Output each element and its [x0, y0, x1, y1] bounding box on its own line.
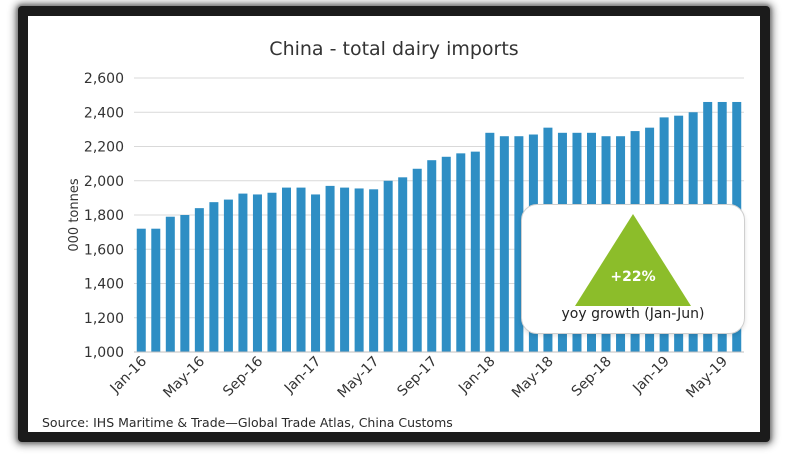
y-tick-label: 1,200 [84, 311, 124, 327]
bar [281, 187, 292, 352]
bar [296, 187, 306, 352]
chart-title: China - total dairy imports [269, 38, 519, 60]
bar [223, 199, 233, 352]
bar [470, 151, 480, 352]
y-tick-label: 1,800 [84, 208, 124, 224]
x-tick-label: Jan-17 [281, 354, 324, 397]
bar [194, 208, 204, 352]
bar [165, 216, 175, 352]
bar [136, 228, 146, 352]
y-axis-label: 000 tonnes [67, 178, 82, 251]
bar [209, 202, 219, 352]
x-tick-label: May-19 [683, 354, 731, 402]
bar [311, 194, 321, 352]
bar [267, 192, 277, 352]
growth-value: +22% [610, 269, 656, 285]
bar [252, 194, 262, 352]
x-tick-label: May-16 [160, 353, 208, 401]
y-tick-label: 1,600 [84, 242, 124, 258]
bar [412, 168, 422, 352]
y-tick-label: 1,400 [84, 277, 124, 293]
bar [441, 156, 451, 352]
growth-triangle-icon [575, 214, 691, 306]
bar [238, 193, 248, 352]
x-tick-label: Jan-18 [455, 354, 498, 397]
bar [427, 160, 437, 352]
bar [398, 177, 408, 352]
y-tick-label: 2,600 [84, 71, 124, 87]
source-note: Source: IHS Maritime & Trade—Global Trad… [42, 415, 453, 430]
bar [354, 188, 364, 352]
growth-annotation-box: +22% yoy growth (Jan-Jun) [521, 204, 745, 334]
bar [180, 215, 190, 352]
bar [456, 153, 466, 352]
x-tick-label: May-17 [335, 354, 383, 402]
y-tick-label: 2,400 [84, 105, 124, 121]
bar [340, 187, 350, 352]
chart-panel: China - total dairy imports 1,000 1,200 1,… [28, 16, 760, 432]
bar [369, 189, 379, 352]
y-tick-label: 2,200 [84, 140, 124, 156]
bar [499, 136, 509, 352]
x-tick-label: May-18 [509, 354, 557, 402]
y-tick-label: 1,000 [84, 345, 124, 361]
x-tick-label: Jan-19 [629, 354, 672, 397]
bar [325, 185, 335, 352]
x-tick-label: Sep-16 [220, 353, 266, 399]
bar [514, 136, 524, 352]
bar [383, 180, 393, 352]
x-tick-label: Sep-18 [569, 354, 615, 400]
growth-caption: yoy growth (Jan-Jun) [561, 306, 705, 322]
x-tick-label: Sep-17 [394, 354, 440, 400]
bar [485, 132, 495, 352]
bar [151, 228, 161, 352]
chart-frame: China - total dairy imports 1,000 1,200 1,… [18, 6, 770, 442]
y-tick-label: 2,000 [84, 174, 124, 190]
